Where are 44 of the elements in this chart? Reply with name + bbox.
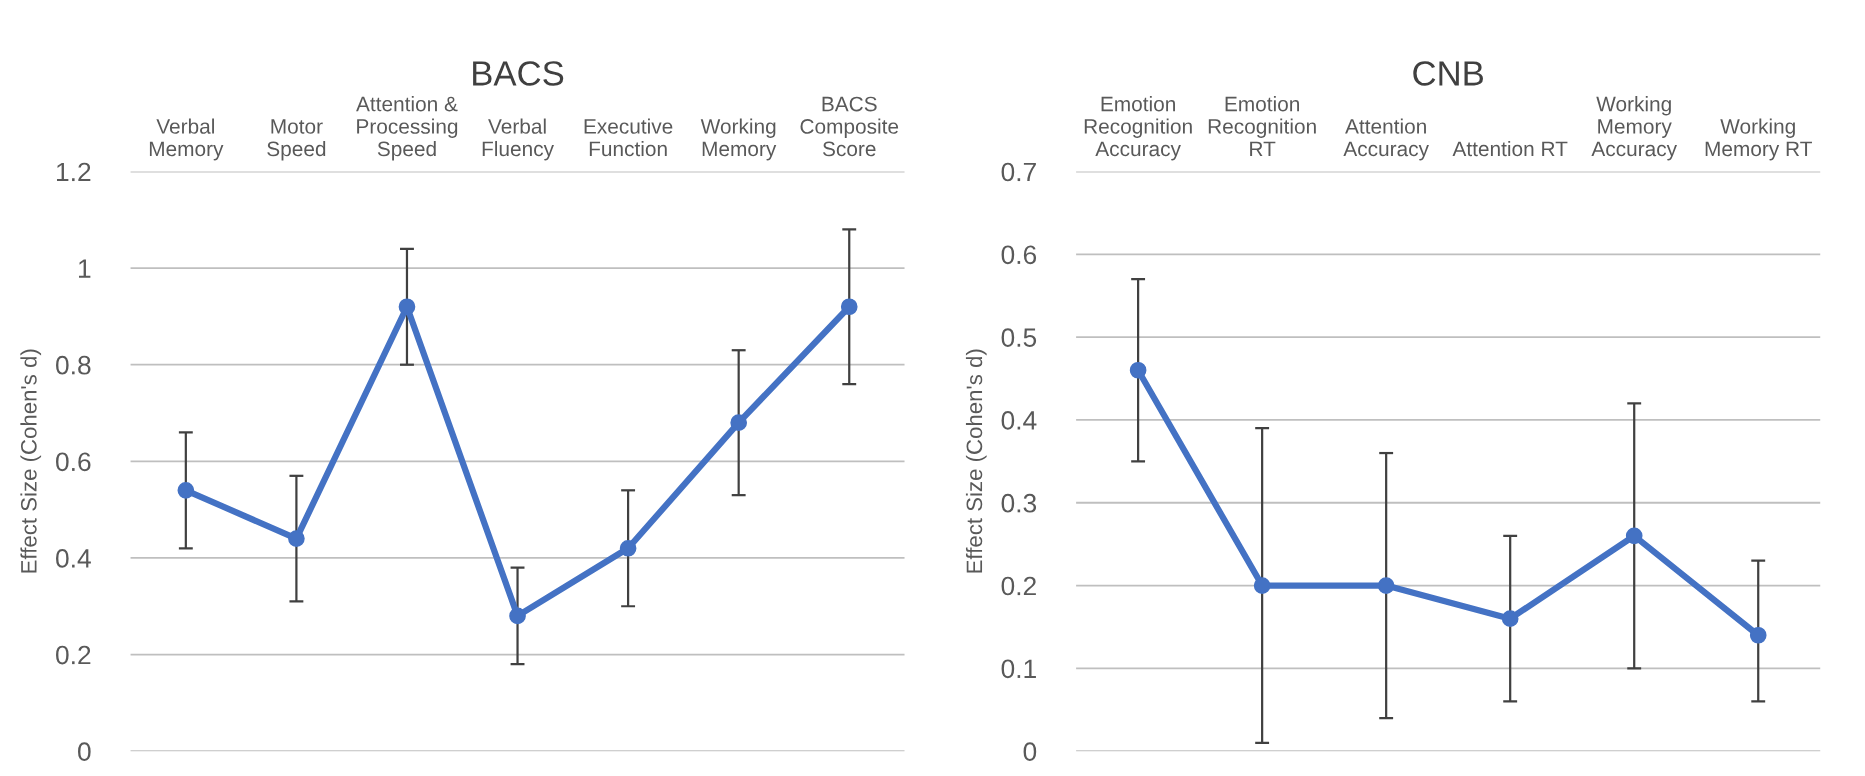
point (730, 414, 748, 432)
point (1129, 361, 1147, 379)
point (509, 607, 526, 625)
y-axis-title: Effect Size (Cohen's d) (965, 349, 987, 573)
y-tick-label: 0.3 (1001, 493, 1037, 513)
y-tick-label: 0.7 (1001, 162, 1036, 182)
point (840, 298, 858, 316)
x-tick-label: Working Memory (700, 118, 777, 161)
y-tick-label: 0.2 (1001, 576, 1036, 596)
y-tick-label: 0.8 (56, 355, 91, 375)
y-tick-label: 0.1 (1001, 659, 1036, 679)
y-tick-label: 0.6 (1001, 245, 1037, 265)
y-tick-label: 0.4 (1001, 411, 1037, 430)
y-tick-label: 0.6 (56, 452, 91, 472)
x-tick-label: Working Memory Accuracy (1591, 96, 1678, 161)
x-tick-label: Attention & Processing Speed (356, 96, 458, 161)
y-tick-label: 1 (79, 259, 91, 278)
x-tick-label: Verbal Fluency (482, 118, 554, 161)
chart-title: BACS (473, 61, 564, 86)
x-tick-label: Attention Accuracy (1343, 118, 1429, 161)
y-tick-label: 0.5 (1001, 328, 1037, 347)
x-tick-label: Motor Speed (267, 119, 326, 161)
point (1377, 577, 1395, 594)
x-tick-label: Emotion Recognition RT (1208, 96, 1316, 157)
chart-title: CNB (1413, 61, 1483, 86)
y-tick-label: 0 (1023, 742, 1037, 761)
point (1501, 610, 1519, 628)
y-tick-label: 1.2 (56, 162, 91, 182)
y-axis-title: Effect Size (Cohen's d) (20, 349, 42, 573)
x-tick-label: Working Memory RT (1705, 118, 1812, 161)
point (1749, 626, 1767, 644)
x-tick-label: Verbal Memory (149, 118, 224, 161)
x-tick-label: BACS Composite Score (800, 96, 899, 157)
point (1253, 577, 1271, 594)
x-tick-label: Attention RT (1452, 140, 1568, 157)
x-tick-label: Emotion Recognition Accuracy (1084, 96, 1192, 161)
point (177, 481, 195, 499)
point (288, 530, 305, 547)
point (1625, 527, 1643, 545)
y-tick-label: 0 (78, 742, 91, 761)
x-tick-label: Executive Function (584, 118, 673, 157)
point (619, 539, 637, 557)
y-tick-label: 0.2 (56, 645, 91, 665)
y-tick-label: 0.4 (56, 549, 91, 568)
